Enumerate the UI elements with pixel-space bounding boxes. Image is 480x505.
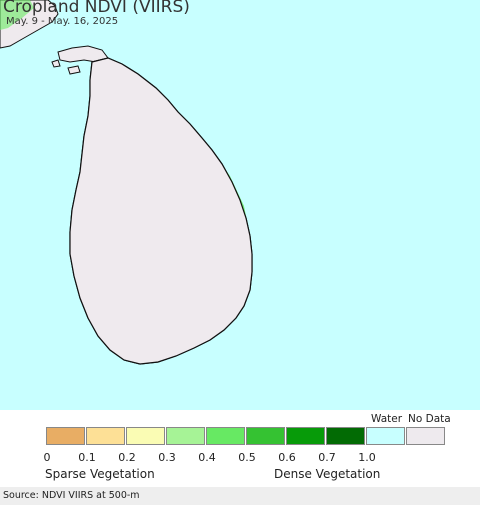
source-text: Source: NDVI VIIRS at 500-m [3,490,140,501]
legend-tick-label: 0.5 [238,451,256,464]
legend-tick-label: 0.1 [78,451,96,464]
source-bar: Source: NDVI VIIRS at 500-m [0,487,480,505]
legend-nodata-label: No Data [408,413,451,425]
legend-swatch [206,427,245,445]
legend-tick-label: 0 [43,451,51,464]
date-range: May. 9 - May. 16, 2025 [6,16,119,27]
legend-swatch [126,427,165,445]
map-area [0,0,480,410]
island-2 [51,59,61,68]
legend-high-label: Dense Vegetation [274,467,381,481]
legend-swatch [46,427,85,445]
legend-tick-label: 0.4 [198,451,216,464]
legend-swatch [166,427,205,445]
map-svg [0,0,253,365]
legend-swatch [326,427,365,445]
legend-tick-label: 0.3 [158,451,176,464]
legend-swatch [366,427,405,445]
legend-swatch [286,427,325,445]
legend-swatch [406,427,445,445]
legend-low-label: Sparse Vegetation [45,467,155,481]
legend-swatch [86,427,125,445]
island-1 [67,65,81,75]
legend-tick-label: 0.6 [278,451,296,464]
legend-tick-label: 0.7 [318,451,336,464]
legend-swatches [46,427,446,446]
india-vegetation [0,0,34,30]
legend-swatch [246,427,285,445]
legend-tick-label: 1.0 [358,451,376,464]
legend-water-label: Water [371,413,403,425]
map-title: Cropland NDVI (VIIRS) [3,0,190,17]
legend-tick-label: 0.2 [118,451,136,464]
